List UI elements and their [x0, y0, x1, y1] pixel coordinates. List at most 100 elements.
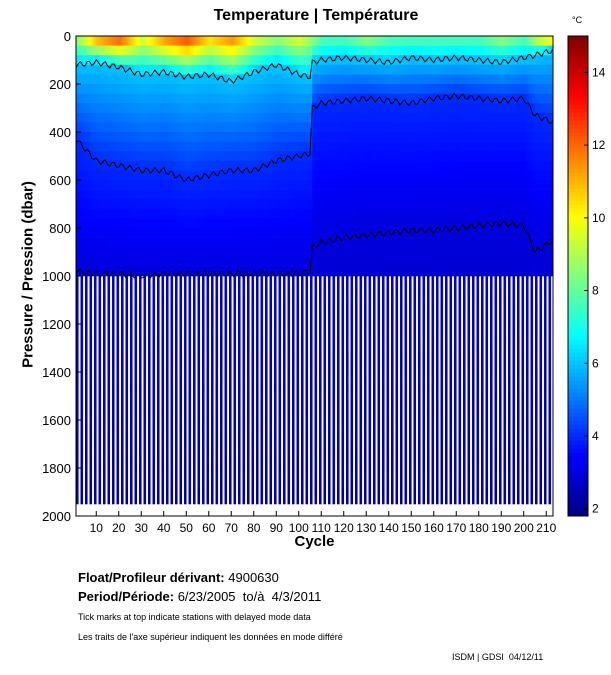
- heatmap-cell: [348, 132, 351, 142]
- heatmap-cell: [208, 36, 212, 46]
- heatmap-cell: [161, 74, 165, 85]
- heatmap-cell: [161, 362, 165, 373]
- heatmap-cell: [238, 420, 241, 430]
- heatmap-cell: [125, 256, 129, 267]
- heatmap-cell: [87, 93, 90, 104]
- heatmap-cell: [253, 189, 257, 200]
- heatmap-cell: [161, 103, 165, 114]
- heatmap-cell: [118, 151, 122, 162]
- heatmap-cell: [148, 276, 151, 286]
- heatmap-cell: [307, 256, 311, 267]
- heatmap-cell: [175, 496, 178, 505]
- heatmap-cell: [373, 189, 376, 200]
- heatmap-cell: [328, 410, 331, 421]
- heatmap-cell: [283, 266, 286, 277]
- heatmap-cell: [301, 295, 304, 306]
- heatmap-cell: [139, 247, 142, 258]
- heatmap-cell: [260, 295, 264, 306]
- heatmap-cell: [330, 180, 333, 190]
- heatmap-cell: [184, 170, 187, 181]
- heatmap-cell: [253, 45, 257, 56]
- heatmap-cell: [222, 266, 225, 277]
- heatmap-cell: [274, 247, 277, 258]
- heatmap-cell: [373, 93, 376, 104]
- heatmap-cell: [152, 429, 156, 440]
- heatmap-cell: [330, 256, 333, 267]
- heatmap-cell: [98, 132, 102, 142]
- heatmap-cell: [125, 266, 129, 277]
- heatmap-cell: [328, 372, 331, 382]
- heatmap-cell: [247, 141, 250, 152]
- heatmap-cell: [132, 122, 135, 133]
- heatmap-cell: [334, 189, 338, 200]
- heatmap-cell: [319, 170, 322, 181]
- heatmap-cell: [184, 372, 187, 382]
- heatmap-cell: [283, 132, 286, 142]
- heatmap-cell: [85, 304, 88, 315]
- heatmap-cell: [96, 160, 99, 171]
- heatmap-cell: [260, 237, 264, 248]
- heatmap-cell: [240, 189, 243, 200]
- heatmap-cell: [188, 189, 192, 200]
- heatmap-cell: [292, 420, 295, 430]
- heatmap-cell: [82, 160, 86, 171]
- heatmap-cell: [181, 64, 185, 75]
- heatmap-cell: [168, 247, 171, 258]
- heatmap-cell: [188, 487, 192, 498]
- heatmap-cell: [188, 458, 192, 469]
- heatmap-cell: [301, 266, 304, 277]
- heatmap-cell: [193, 372, 196, 382]
- heatmap-cell: [341, 93, 345, 104]
- heatmap-cell: [224, 170, 228, 181]
- heatmap-cell: [125, 487, 129, 498]
- heatmap-cell: [247, 381, 250, 392]
- heatmap-cell: [280, 45, 284, 56]
- heatmap-cell: [366, 36, 369, 46]
- heatmap-cell: [109, 122, 113, 133]
- heatmap-cell: [181, 112, 185, 123]
- heatmap-cell: [287, 400, 291, 411]
- heatmap-cell: [323, 64, 327, 75]
- heatmap-cell: [364, 448, 367, 459]
- heatmap-cell: [283, 362, 286, 373]
- heatmap-cell: [258, 199, 261, 210]
- heatmap-cell: [305, 333, 309, 344]
- heatmap-cell: [296, 468, 300, 478]
- heatmap-cell: [98, 208, 102, 219]
- heatmap-cell: [184, 420, 187, 430]
- heatmap-cell: [112, 496, 115, 505]
- heatmap-cell: [152, 410, 156, 421]
- heatmap-cell: [96, 84, 99, 94]
- heatmap-cell: [229, 496, 232, 505]
- heatmap-cell: [330, 103, 333, 114]
- heatmap-cell: [361, 84, 365, 94]
- heatmap-cell: [175, 74, 178, 85]
- heatmap-cell: [141, 160, 144, 171]
- heatmap-cell: [269, 189, 273, 200]
- heatmap-cell: [139, 487, 142, 498]
- heatmap-cell: [265, 256, 268, 267]
- heatmap-cell: [319, 55, 322, 66]
- heatmap-cell: [139, 429, 142, 440]
- heatmap-cell: [150, 189, 153, 200]
- heatmap-cell: [197, 122, 201, 133]
- heatmap-cell: [170, 314, 174, 325]
- heatmap-cell: [159, 189, 162, 200]
- heatmap-cell: [370, 84, 374, 94]
- heatmap-cell: [118, 141, 122, 152]
- heatmap-cell: [152, 362, 156, 373]
- heatmap-cell: [375, 64, 378, 75]
- heatmap-cell: [78, 160, 81, 171]
- heatmap-cell: [337, 324, 340, 334]
- heatmap-cell: [242, 180, 246, 190]
- heatmap-cell: [274, 122, 277, 133]
- heatmap-cell: [94, 333, 97, 344]
- heatmap-cell: [314, 400, 318, 411]
- heatmap-cell: [197, 208, 201, 219]
- heatmap-cell: [301, 304, 304, 315]
- heatmap-cell: [276, 218, 279, 229]
- heatmap-cell: [328, 45, 331, 56]
- heatmap-cell: [161, 410, 165, 421]
- heatmap-cell: [242, 237, 246, 248]
- heatmap-cell: [89, 112, 93, 123]
